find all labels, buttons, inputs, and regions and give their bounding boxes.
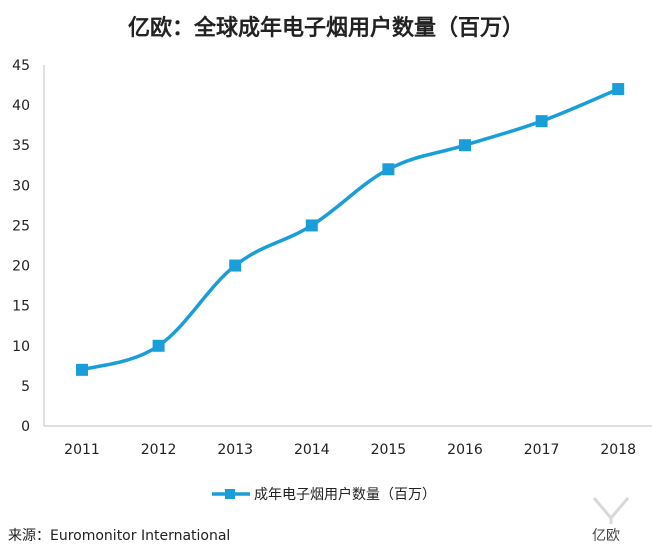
y-tick-label: 15 (12, 299, 30, 315)
y-tick-label: 35 (12, 138, 30, 154)
x-tick-label: 2011 (64, 442, 100, 458)
yiou-logo-icon (592, 497, 630, 524)
data-point-marker (229, 259, 242, 272)
y-tick-label: 45 (12, 58, 30, 74)
data-point-marker (305, 219, 318, 232)
x-tick-label: 2016 (447, 442, 483, 458)
series-line (80, 87, 620, 372)
data-point-marker (535, 115, 548, 128)
data-point-marker (76, 363, 88, 376)
chart-axes (43, 65, 652, 427)
source-note: 来源：Euromonitor International (8, 528, 231, 544)
legend-label: 成年电子烟用户数量（百万） (254, 486, 436, 503)
x-axis-ticks: 2011 2012 2013 2014 2015 2016 2017 2018 (64, 442, 636, 458)
series-layer (76, 83, 625, 376)
x-tick-label: 2017 (524, 442, 560, 458)
legend: 成年电子烟用户数量（百万） (212, 486, 436, 503)
legend-marker-swatch (225, 489, 235, 499)
data-point-marker (152, 339, 165, 352)
y-tick-label: 5 (21, 379, 30, 395)
y-tick-label: 0 (21, 419, 30, 435)
x-tick-label: 2018 (600, 442, 636, 458)
y-tick-label: 25 (12, 218, 30, 234)
y-tick-label: 10 (12, 339, 30, 355)
data-point-marker (612, 83, 625, 96)
x-tick-label: 2012 (141, 442, 177, 458)
chart-title: 亿欧：全球成年电子烟用户数量（百万） (127, 16, 524, 41)
y-axis-ticks: 0 5 10 15 20 25 30 35 40 45 (12, 58, 30, 435)
y-tick-label: 20 (12, 259, 30, 275)
data-point-marker (382, 163, 395, 176)
data-point-marker (459, 139, 471, 152)
watermark-text: 亿欧 (592, 528, 620, 544)
x-tick-label: 2013 (217, 442, 253, 458)
x-tick-label: 2014 (294, 442, 330, 458)
x-tick-label: 2015 (371, 442, 407, 458)
y-tick-label: 40 (12, 98, 30, 114)
y-tick-label: 30 (12, 178, 30, 194)
